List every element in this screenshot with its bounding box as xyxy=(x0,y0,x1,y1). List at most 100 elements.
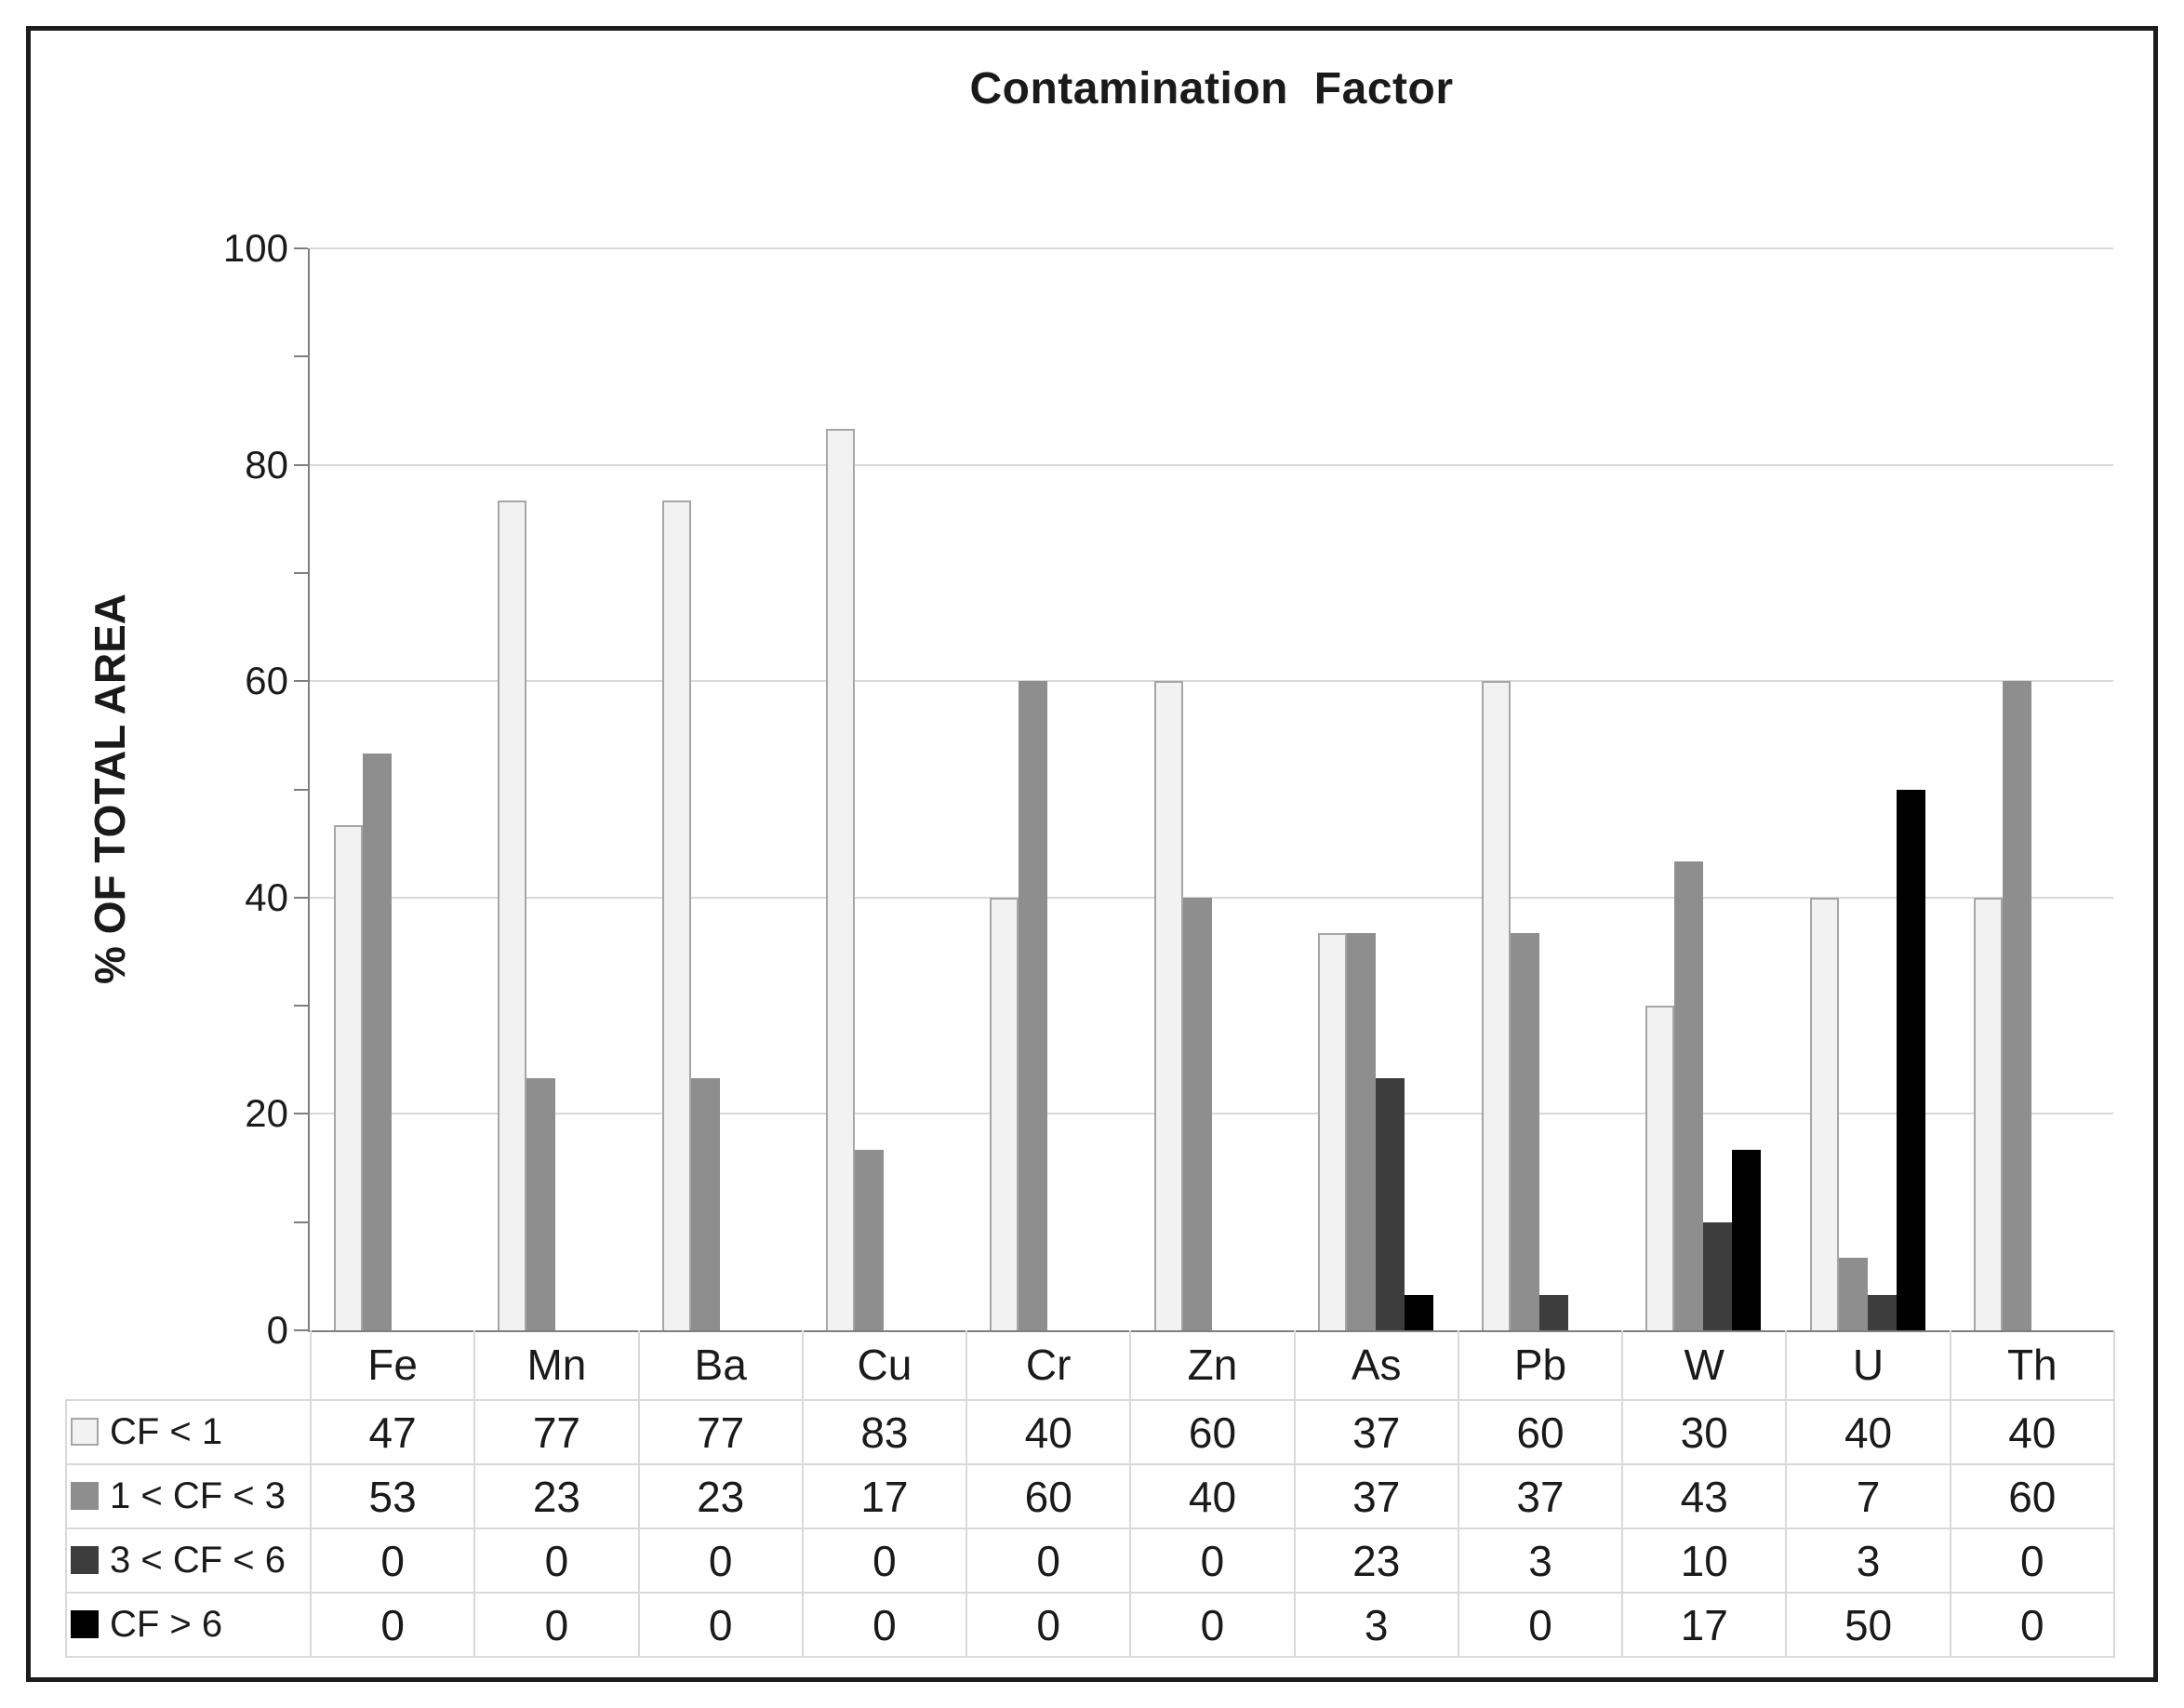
legend-key-icon xyxy=(71,1546,99,1574)
value-cell-Ba-1<CF<3: 23 xyxy=(637,1463,804,1529)
bar-W-CF>6 xyxy=(1732,1149,1762,1330)
value-cell-As-CF>6: 3 xyxy=(1293,1592,1459,1658)
value-cell-As-3<CF<6: 23 xyxy=(1293,1528,1459,1594)
bar-W-1<CF<3 xyxy=(1674,861,1704,1330)
y-axis-tick xyxy=(294,571,308,574)
value-cell-Cu-CF>6: 0 xyxy=(801,1592,968,1658)
bar-Cu-1<CF<3 xyxy=(854,1149,884,1330)
series-name: 1 < CF < 3 xyxy=(110,1475,286,1516)
category-header-Cr: Cr xyxy=(965,1330,1132,1401)
gridline-100 xyxy=(310,247,2113,249)
value-cell-Mn-CF<1: 77 xyxy=(473,1399,640,1465)
gridline-80 xyxy=(310,463,2113,466)
bar-Pb-1<CF<3 xyxy=(1511,933,1540,1330)
bar-U-CF<1 xyxy=(1809,897,1839,1330)
legend-key-icon xyxy=(71,1610,99,1638)
value-cell-Th-3<CF<6: 0 xyxy=(1949,1528,2115,1594)
value-cell-U-3<CF<6: 3 xyxy=(1785,1528,1951,1594)
value-cell-Cr-3<CF<6: 0 xyxy=(965,1528,1132,1594)
category-header-Ba: Ba xyxy=(637,1330,804,1401)
y-axis-tick xyxy=(294,247,308,249)
series-name: 3 < CF < 6 xyxy=(110,1540,286,1581)
value-cell-W-1<CF<3: 43 xyxy=(1621,1463,1788,1529)
bar-W-CF<1 xyxy=(1645,1006,1675,1330)
value-cell-Fe-CF>6: 0 xyxy=(309,1592,476,1658)
value-cell-As-1<CF<3: 37 xyxy=(1293,1463,1459,1529)
category-header-W: W xyxy=(1621,1330,1788,1401)
category-header-Pb: Pb xyxy=(1457,1330,1624,1401)
y-axis-tick-labels: 0 20 40 60 80 100 xyxy=(121,226,288,1352)
value-cell-Th-1<CF<3: 60 xyxy=(1949,1463,2115,1529)
y-axis-tick xyxy=(294,1221,308,1223)
value-cell-W-CF>6: 17 xyxy=(1621,1592,1788,1658)
table-row-1<CF<3: 1 < CF < 3 53 23 23 17 60 40 37 37 43 7 60 xyxy=(65,1463,2115,1529)
value-cell-U-CF<1: 40 xyxy=(1785,1399,1951,1465)
bar-U-1<CF<3 xyxy=(1838,1258,1868,1330)
category-header-As: As xyxy=(1293,1330,1459,1401)
y-axis-tick xyxy=(294,896,308,899)
series-name: CF < 1 xyxy=(110,1411,223,1452)
y-axis-tick xyxy=(294,680,308,683)
bar-Pb-CF<1 xyxy=(1482,681,1511,1330)
value-cell-U-CF>6: 50 xyxy=(1785,1592,1951,1658)
bar-Cu-CF<1 xyxy=(825,429,855,1330)
value-cell-Ba-3<CF<6: 0 xyxy=(637,1528,804,1594)
value-cell-Pb-CF<1: 60 xyxy=(1457,1399,1624,1465)
y-axis-tick xyxy=(294,1113,308,1115)
value-cell-Th-CF>6: 0 xyxy=(1949,1592,2115,1658)
value-cell-Mn-CF>6: 0 xyxy=(473,1592,640,1658)
table-row-3<CF<6: 3 < CF < 6 0 0 0 0 0 0 23 3 10 3 0 xyxy=(65,1528,2115,1594)
bar-Pb-3<CF<6 xyxy=(1539,1294,1569,1330)
series-label-cell: CF > 6 xyxy=(65,1592,312,1658)
value-cell-Cu-CF<1: 83 xyxy=(801,1399,968,1465)
value-cell-Ba-CF>6: 0 xyxy=(637,1592,804,1658)
value-cell-Fe-1<CF<3: 53 xyxy=(309,1463,476,1529)
value-cell-Zn-CF>6: 0 xyxy=(1129,1592,1296,1658)
bar-Mn-1<CF<3 xyxy=(526,1078,556,1330)
value-cell-Pb-CF>6: 0 xyxy=(1457,1592,1624,1658)
value-cell-Ba-CF<1: 77 xyxy=(637,1399,804,1465)
table-row-CF>6: CF > 6 0 0 0 0 0 0 3 0 17 50 0 xyxy=(65,1592,2115,1658)
value-cell-As-CF<1: 37 xyxy=(1293,1399,1459,1465)
table-row-CF<1: CF < 1 47 77 77 83 40 60 37 60 30 40 40 xyxy=(65,1399,2115,1465)
value-cell-Zn-3<CF<6: 0 xyxy=(1129,1528,1296,1594)
series-label-cell: 3 < CF < 6 xyxy=(65,1528,312,1594)
category-header-Zn: Zn xyxy=(1129,1330,1296,1401)
value-cell-Th-CF<1: 40 xyxy=(1949,1399,2115,1465)
value-cell-W-3<CF<6: 10 xyxy=(1621,1528,1788,1594)
bar-Th-1<CF<3 xyxy=(2002,681,2031,1330)
series-label-cell: 1 < CF < 3 xyxy=(65,1463,312,1529)
figure-border xyxy=(26,26,2158,1682)
value-cell-W-CF<1: 30 xyxy=(1621,1399,1788,1465)
value-cell-Pb-3<CF<6: 3 xyxy=(1457,1528,1624,1594)
value-cell-Cu-3<CF<6: 0 xyxy=(801,1528,968,1594)
y-axis-tick xyxy=(294,463,308,466)
y-axis-line xyxy=(308,248,310,1330)
legend-key-icon xyxy=(71,1418,99,1446)
legend-key-icon xyxy=(71,1482,99,1510)
bar-As-3<CF<6 xyxy=(1375,1078,1405,1330)
bar-As-1<CF<3 xyxy=(1346,933,1376,1330)
bar-As-CF<1 xyxy=(1317,933,1347,1330)
category-header-Th: Th xyxy=(1949,1330,2115,1401)
value-cell-Cu-1<CF<3: 17 xyxy=(801,1463,968,1529)
category-header-Fe: Fe xyxy=(309,1330,476,1401)
y-tick-label-60: 60 xyxy=(245,659,288,703)
series-name: CF > 6 xyxy=(110,1604,223,1645)
value-cell-Zn-CF<1: 60 xyxy=(1129,1399,1296,1465)
value-cell-Pb-1<CF<3: 37 xyxy=(1457,1463,1624,1529)
bar-W-3<CF<6 xyxy=(1703,1221,1733,1330)
value-cell-U-1<CF<3: 7 xyxy=(1785,1463,1951,1529)
series-label-cell: CF < 1 xyxy=(65,1399,312,1465)
y-tick-label-80: 80 xyxy=(245,442,288,487)
value-cell-Cr-1<CF<3: 60 xyxy=(965,1463,1132,1529)
value-cell-Mn-1<CF<3: 23 xyxy=(473,1463,640,1529)
gridline-60 xyxy=(310,680,2113,683)
value-cell-Cr-CF>6: 0 xyxy=(965,1592,1132,1658)
chart-title: Contamination Factor xyxy=(969,64,1454,113)
bar-Zn-1<CF<3 xyxy=(1182,897,1212,1330)
bar-Ba-CF<1 xyxy=(661,500,691,1330)
category-header-Cu: Cu xyxy=(801,1330,968,1401)
y-axis-tick xyxy=(294,788,308,791)
